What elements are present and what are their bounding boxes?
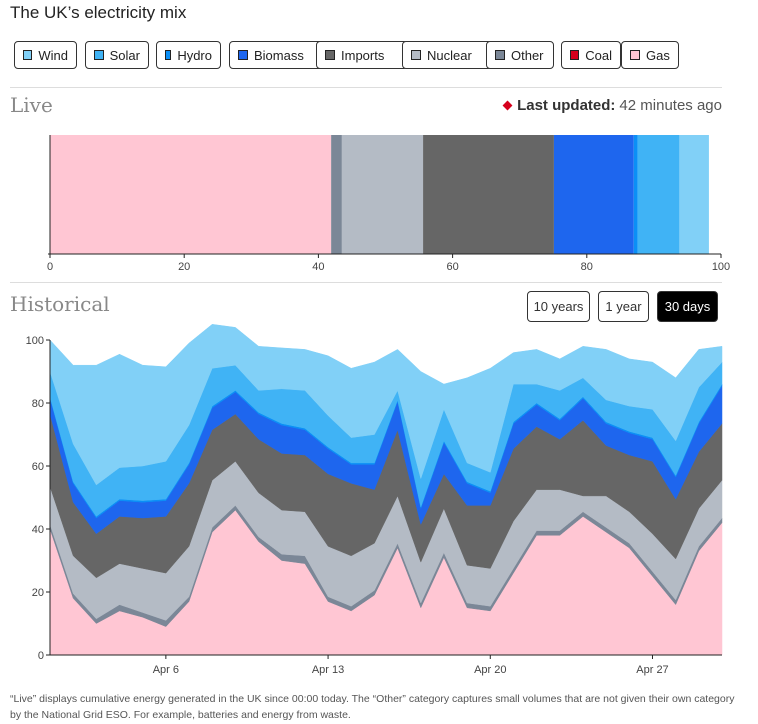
live-segment-wind: [679, 135, 709, 254]
last-updated-label: Last updated:: [517, 97, 616, 114]
legend-label: Hydro: [177, 47, 212, 63]
legend-chip-hydro[interactable]: Hydro: [156, 41, 221, 69]
live-segment-gas: [50, 135, 332, 254]
footnote: “Live” displays cumulative energy genera…: [10, 693, 735, 721]
legend-chip-solar[interactable]: Solar: [85, 41, 149, 69]
live-segment-imports: [423, 135, 554, 254]
live-x-tick-label: 0: [47, 261, 53, 273]
hist-y-tick-label: 100: [26, 335, 44, 347]
legend-swatch: [94, 50, 104, 60]
hist-x-tick-label: Apr 20: [474, 664, 506, 676]
hist-y-tick-label: 80: [32, 398, 44, 410]
hist-y-tick-label: 60: [32, 461, 44, 473]
hist-x-tick-label: Apr 6: [153, 664, 179, 676]
legend-swatch: [495, 50, 505, 60]
divider: [10, 282, 722, 283]
divider: [10, 87, 722, 88]
legend-label: Gas: [646, 47, 670, 63]
hist-y-tick-label: 0: [38, 650, 44, 662]
legend-swatch: [325, 50, 335, 60]
page-title: The UK’s electricity mix: [10, 3, 187, 22]
live-x-tick-label: 100: [712, 261, 730, 273]
last-updated-value: 42 minutes ago: [619, 97, 722, 114]
live-segment-biomass: [553, 135, 634, 254]
legend-label: Solar: [109, 47, 140, 63]
legend-chip-coal[interactable]: Coal: [561, 41, 621, 69]
live-x-tick-label: 20: [178, 261, 190, 273]
area-series-wind: [49, 324, 723, 486]
legend-swatch: [165, 50, 172, 60]
hist-x-tick-label: Apr 27: [636, 664, 668, 676]
legend-chip-other[interactable]: Other: [486, 41, 554, 69]
range-1-year-button[interactable]: 1 year: [598, 291, 649, 322]
legend-chip-wind[interactable]: Wind: [14, 41, 77, 69]
live-segment-nuclear: [341, 135, 424, 254]
legend-swatch: [411, 50, 421, 60]
range-30-days-button[interactable]: 30 days: [657, 291, 718, 322]
live-segment-hydro: [633, 135, 638, 254]
legend-label: Coal: [585, 47, 612, 63]
live-x-tick-label: 40: [312, 261, 324, 273]
live-bar-chart: 0 20 40 60 80 100: [47, 135, 730, 273]
live-segment-solar: [637, 135, 680, 254]
hist-y-tick-label: 20: [32, 587, 44, 599]
live-heading: Live: [10, 93, 53, 117]
legend-swatch: [238, 50, 248, 60]
historical-heading: Historical: [10, 292, 110, 316]
legend-label: Nuclear: [427, 47, 472, 63]
range-10-years-button[interactable]: 10 years: [527, 291, 590, 322]
legend-swatch: [23, 50, 33, 60]
legend-label: Biomass: [254, 47, 304, 63]
live-x-tick-label: 60: [446, 261, 458, 273]
legend-label: Wind: [38, 47, 68, 63]
legend-label: Imports: [341, 47, 385, 63]
legend-swatch: [570, 50, 580, 60]
legend-chip-nuclear[interactable]: Nuclear: [402, 41, 492, 69]
live-segment-other: [331, 135, 342, 254]
last-updated: Last updated: 42 minutes ago: [502, 97, 722, 114]
legend-chip-gas[interactable]: Gas: [621, 41, 679, 69]
live-x-tick-label: 80: [581, 261, 593, 273]
historical-area-chart: 0 20 40 60 80 100 Apr 6 Apr 13 Apr 20 Apr 27: [26, 324, 723, 676]
legend-label: Other: [511, 47, 544, 63]
legend-chip-biomass[interactable]: Biomass: [229, 41, 323, 69]
hist-x-tick-label: Apr 13: [312, 664, 344, 676]
legend-chip-imports[interactable]: Imports: [316, 41, 408, 69]
hist-y-tick-label: 40: [32, 524, 44, 536]
legend-swatch: [630, 50, 640, 60]
